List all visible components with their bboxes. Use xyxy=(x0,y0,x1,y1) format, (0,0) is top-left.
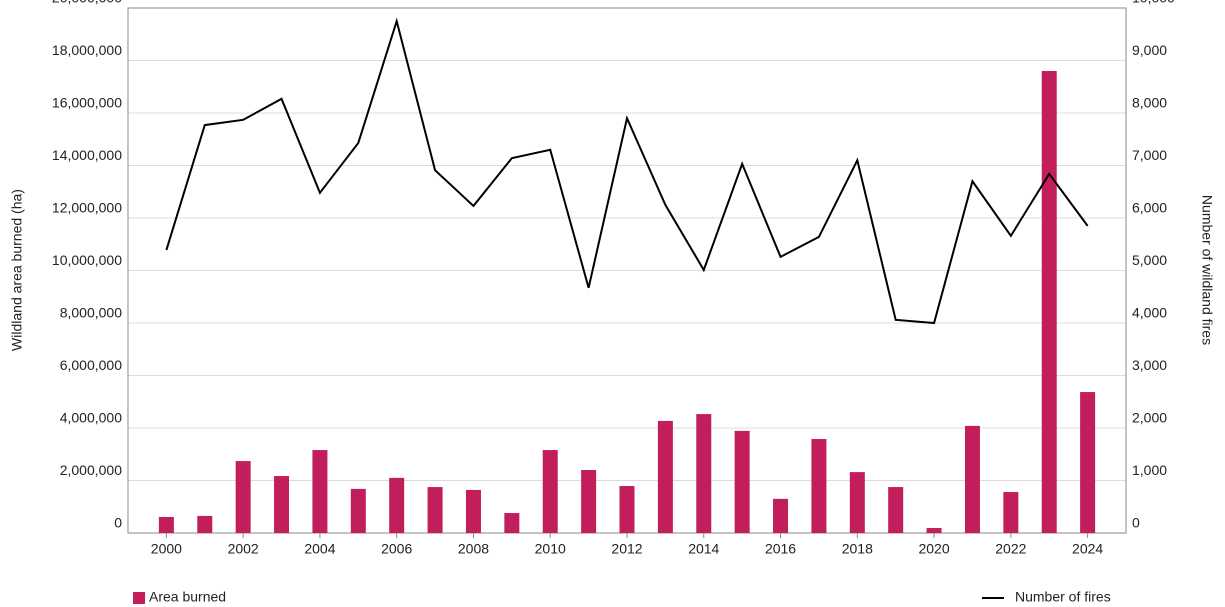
y2-tick-label: 7,000 xyxy=(1132,147,1167,163)
y-tick-label: 16,000,000 xyxy=(52,95,122,111)
x-tick-label: 2014 xyxy=(688,541,719,557)
bar xyxy=(312,450,328,533)
bar xyxy=(197,515,213,533)
y-tick-label: 18,000,000 xyxy=(52,42,122,58)
y-axis-label: Wildland area burned (ha) xyxy=(9,189,25,351)
x-tick-label: 2010 xyxy=(535,541,566,557)
y-tick-label: 6,000,000 xyxy=(60,357,122,373)
x-tick-label: 2000 xyxy=(151,541,182,557)
line xyxy=(165,17,1089,325)
y2-tick-label: 10,000 xyxy=(1132,0,1175,6)
bar xyxy=(926,528,942,533)
x-tick-label: 2004 xyxy=(304,541,335,557)
x-tick-label: 2020 xyxy=(918,541,949,557)
y2-tick-label: 8,000 xyxy=(1132,95,1167,111)
bar xyxy=(1080,392,1096,533)
bar xyxy=(235,461,251,533)
bar xyxy=(158,516,174,533)
x-tick-label: 2016 xyxy=(765,541,796,557)
bar xyxy=(581,470,597,533)
y2-tick-label: 1,000 xyxy=(1132,462,1167,478)
y-tick-label: 14,000,000 xyxy=(52,147,122,163)
y2-tick-label: 0 xyxy=(1132,515,1140,531)
bar xyxy=(465,489,481,533)
bar xyxy=(1041,71,1057,533)
y-tick-label: 20,000,000 xyxy=(52,0,122,6)
y-tick-label: 10,000,000 xyxy=(52,252,122,268)
legend-label: Number of fires xyxy=(1015,589,1111,605)
y-tick-label: 8,000,000 xyxy=(60,305,122,321)
y2-tick-label: 4,000 xyxy=(1132,305,1167,321)
bar xyxy=(734,430,750,533)
bar xyxy=(696,414,712,533)
x-tick-label: 2006 xyxy=(381,541,412,557)
y2-tick-label: 6,000 xyxy=(1132,200,1167,216)
bar xyxy=(811,439,827,533)
legend-label: Area burned xyxy=(149,589,226,605)
x-tick-label: 2018 xyxy=(842,541,873,557)
x-tick-label: 2012 xyxy=(611,541,642,557)
x-tick-label: 2002 xyxy=(228,541,259,557)
bar xyxy=(964,425,980,533)
x-tick-label: 2008 xyxy=(458,541,489,557)
y-tick-label: 12,000,000 xyxy=(52,200,122,216)
y2-tick-label: 2,000 xyxy=(1132,410,1167,426)
y2-tick-label: 3,000 xyxy=(1132,357,1167,373)
y2-axis-label: Number of wildland fires xyxy=(1199,195,1215,345)
bar xyxy=(619,486,635,533)
bar xyxy=(888,487,904,533)
bar xyxy=(389,477,405,533)
y2-tick-label: 9,000 xyxy=(1132,42,1167,58)
y2-tick-label: 5,000 xyxy=(1132,252,1167,268)
y-tick-label: 0 xyxy=(114,515,122,531)
bar xyxy=(274,476,290,533)
bar xyxy=(657,420,673,533)
bar xyxy=(1003,492,1019,533)
bar xyxy=(427,487,443,533)
bar xyxy=(542,450,558,533)
x-tick-label: 2022 xyxy=(995,541,1026,557)
y-tick-label: 4,000,000 xyxy=(60,410,122,426)
bar xyxy=(350,488,366,533)
x-tick-label: 2024 xyxy=(1072,541,1103,557)
bar xyxy=(773,498,789,533)
bar xyxy=(504,513,520,533)
bar xyxy=(849,472,865,533)
y-tick-label: 2,000,000 xyxy=(60,462,122,478)
legend-swatch xyxy=(133,592,145,604)
